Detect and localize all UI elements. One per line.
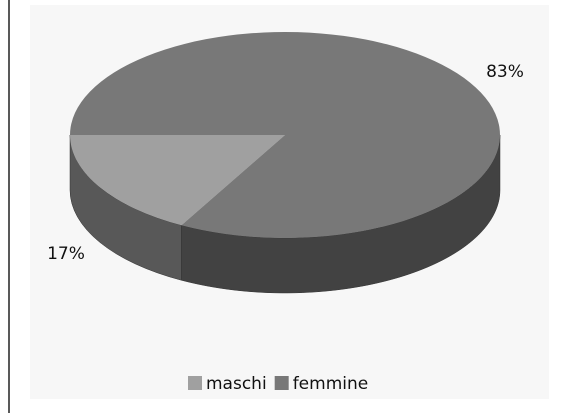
pie-slice [70, 31, 500, 239]
legend-swatch [274, 376, 289, 390]
legend-label: maschi [206, 374, 267, 394]
legend-label: femmine [293, 374, 369, 394]
legend-swatch [188, 376, 202, 390]
pie-slice [70, 135, 285, 226]
data-label: 17% [47, 244, 85, 264]
data-label: 83% [486, 62, 524, 82]
